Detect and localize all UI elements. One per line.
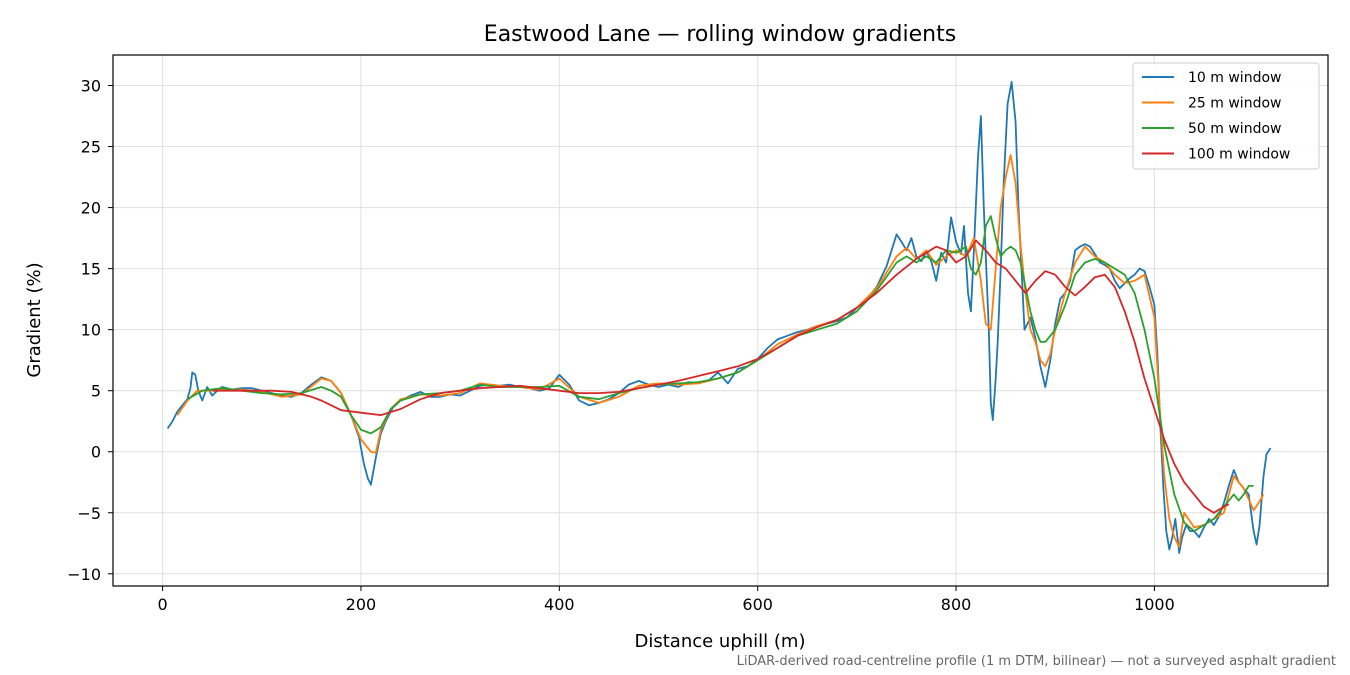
tick-marks: 0 200 400 600 800 1000 −10 −5 0 5 10 15 20 25 30 [67, 77, 1175, 614]
series-line-3 [186, 215, 1254, 532]
y-tick-label: 20 [81, 199, 101, 218]
y-tick-label: 25 [81, 138, 101, 157]
x-tick-label: 200 [346, 595, 377, 614]
plot-frame [112, 54, 1329, 587]
series-line-1 [166, 81, 1272, 554]
y-tick-label: 0 [91, 443, 101, 462]
x-axis-label: Distance uphill (m) [635, 631, 806, 652]
y-tick-label: −5 [77, 504, 101, 523]
chart-title: Eastwood Lane — rolling window gradients [484, 22, 956, 47]
grid-lines [113, 55, 1328, 586]
series-line-4 [212, 239, 1230, 514]
legend-label-2: 25 m window [1188, 96, 1281, 112]
legend: 10 m window 25 m window 50 m window 100 m w… [1132, 62, 1320, 170]
x-tick-label: 600 [742, 595, 773, 614]
footnote: LiDAR-derived road-centreline profile (1… [737, 654, 1336, 669]
y-tick-label: 15 [81, 260, 101, 279]
x-tick-label: 800 [941, 595, 972, 614]
series-layer [166, 81, 1272, 554]
y-tick-label: 30 [81, 77, 101, 96]
legend-box [1132, 62, 1320, 170]
series-line-2 [176, 154, 1265, 548]
x-tick-label: 400 [544, 595, 575, 614]
legend-label-4: 100 m window [1188, 147, 1290, 163]
legend-label-1: 10 m window [1188, 70, 1281, 86]
y-axis-label: Gradient (%) [24, 262, 45, 377]
y-tick-label: 10 [81, 321, 101, 340]
x-tick-label: 0 [157, 595, 167, 614]
legend-label-3: 50 m window [1188, 121, 1281, 137]
y-tick-label: −10 [67, 565, 101, 584]
y-tick-label: 5 [91, 382, 101, 401]
x-tick-label: 1000 [1134, 595, 1175, 614]
